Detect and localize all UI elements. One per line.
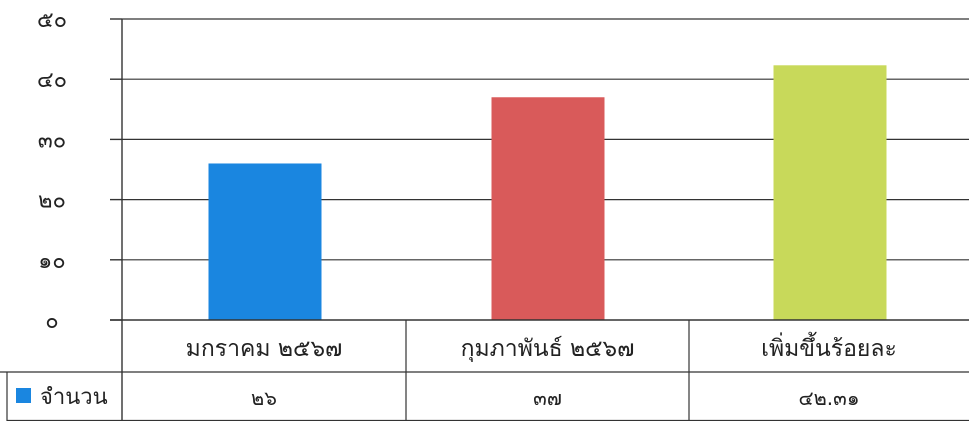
- y-tick-label: ๐: [45, 309, 58, 334]
- y-tick-label: ๒๐: [38, 189, 66, 214]
- bar: [208, 163, 322, 320]
- y-tick-label: ๑๐: [38, 249, 65, 274]
- bars-layer: [208, 65, 887, 321]
- data-table: มกราคม ๒๕๖๗ กุมภาพันธ์ ๒๕๖๗ เพิ่มขึ้นร้อยล…: [0, 319, 969, 421]
- data-value-label: ๒๖: [251, 386, 277, 410]
- data-value-label: ๔๒.๓๑: [798, 386, 859, 410]
- y-axis-ticks: ๐ ๑๐ ๒๐ ๓๐ ๔๐ ๕๐: [37, 8, 122, 334]
- legend-swatch: [16, 388, 31, 403]
- x-category-label: มกราคม ๒๕๖๗: [186, 336, 343, 362]
- y-tick-label: ๔๐: [37, 68, 67, 93]
- x-category-label: กุมภาพันธ์ ๒๕๖๗: [461, 335, 635, 362]
- bar: [773, 65, 887, 321]
- y-tick-label: ๓๐: [38, 128, 66, 153]
- bar: [491, 97, 605, 320]
- data-value-label: ๓๗: [533, 386, 562, 410]
- x-category-label: เพิ่มขึ้นร้อยละ: [761, 332, 897, 362]
- y-tick-label: ๕๐: [37, 8, 67, 33]
- legend-label: จำนวน: [40, 385, 108, 410]
